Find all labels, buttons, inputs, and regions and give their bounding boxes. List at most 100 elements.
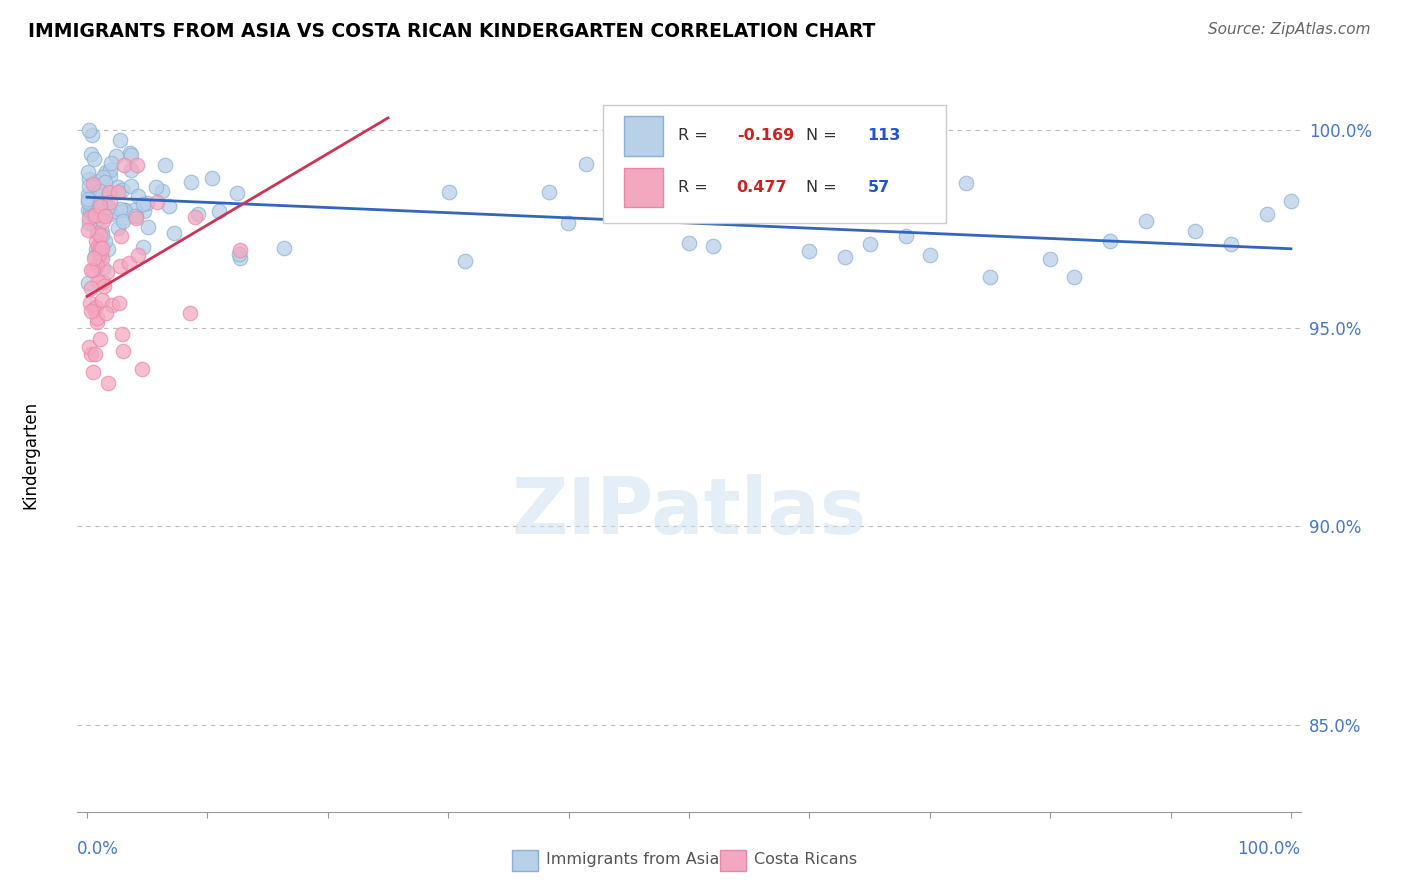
Text: R =: R = (678, 128, 713, 144)
Point (83, 185, 105, 199)
Point (82, 128, 104, 143)
Text: Immigrants from Asia: Immigrants from Asia (546, 852, 720, 867)
Point (125, 211, 148, 226)
Point (111, 183, 134, 197)
Point (127, 189, 149, 203)
Point (100, 298, 122, 312)
Point (80, 263, 103, 277)
Point (108, 133, 131, 147)
Point (93, 234, 115, 248)
Point (273, 241, 295, 255)
Point (77, 211, 100, 225)
Point (702, 239, 724, 253)
Point (98, 194, 121, 209)
Point (77, 202, 100, 217)
Point (114, 203, 136, 218)
Point (97, 186, 120, 200)
Point (83, 251, 105, 265)
Point (110, 229, 132, 244)
Point (83, 153, 105, 167)
Point (894, 228, 917, 243)
Point (107, 180, 129, 194)
Point (91, 213, 114, 227)
Point (125, 158, 148, 172)
Point (86, 187, 108, 202)
Point (131, 362, 153, 376)
Text: Kindergarten: Kindergarten (22, 401, 39, 509)
Point (145, 179, 167, 194)
Point (79, 296, 101, 310)
Point (97, 186, 120, 200)
Point (77, 192, 100, 206)
Point (77, 216, 100, 230)
Point (84, 221, 107, 235)
Point (208, 203, 231, 218)
Point (90, 251, 112, 265)
Point (1063, 270, 1085, 285)
Point (97, 200, 120, 214)
Point (98, 207, 121, 221)
Text: 0.0%: 0.0% (77, 840, 120, 858)
Point (122, 203, 145, 218)
Point (1039, 252, 1062, 266)
Point (77, 165, 100, 179)
Point (90, 241, 112, 255)
Text: ZIPatlas: ZIPatlas (512, 474, 866, 550)
Point (100, 156, 122, 170)
Point (91, 188, 114, 202)
Point (83, 209, 105, 223)
Point (97, 200, 120, 214)
Point (229, 244, 252, 258)
Point (186, 207, 208, 221)
Point (107, 186, 129, 200)
Point (87, 185, 110, 199)
Point (94, 209, 117, 223)
Point (93, 175, 115, 189)
Point (136, 195, 159, 210)
Bar (512, 849, 538, 871)
Point (125, 210, 148, 224)
Point (86, 178, 108, 193)
Point (120, 179, 142, 194)
Point (112, 203, 135, 218)
Point (437, 186, 460, 200)
Point (86, 315, 108, 329)
Point (834, 251, 856, 265)
Point (77, 187, 100, 202)
Point (179, 306, 201, 320)
Point (104, 203, 127, 218)
Point (84, 347, 107, 361)
Point (90, 227, 112, 242)
Point (1279, 194, 1302, 208)
Point (136, 219, 159, 234)
Point (98, 163, 121, 178)
Point (79, 347, 101, 361)
Point (77, 276, 100, 290)
Point (91, 200, 114, 214)
Point (738, 205, 761, 219)
Bar (624, 116, 664, 155)
Point (82, 186, 104, 200)
Text: 113: 113 (868, 128, 901, 144)
Point (127, 248, 149, 262)
Point (96, 164, 118, 178)
Point (799, 244, 821, 258)
Point (89, 332, 111, 346)
Text: N =: N = (807, 180, 842, 194)
Point (150, 184, 173, 198)
Point (87, 247, 110, 261)
Point (87, 275, 110, 289)
Text: R =: R = (678, 180, 713, 194)
Point (89, 241, 111, 255)
Point (557, 216, 579, 230)
Point (86, 239, 108, 253)
Point (93, 279, 115, 293)
Point (979, 269, 1001, 284)
Point (1099, 234, 1122, 248)
Point (678, 236, 700, 251)
Point (80, 147, 103, 161)
Point (84, 174, 107, 188)
Point (112, 157, 135, 171)
Point (93, 169, 115, 184)
Point (89, 199, 111, 213)
